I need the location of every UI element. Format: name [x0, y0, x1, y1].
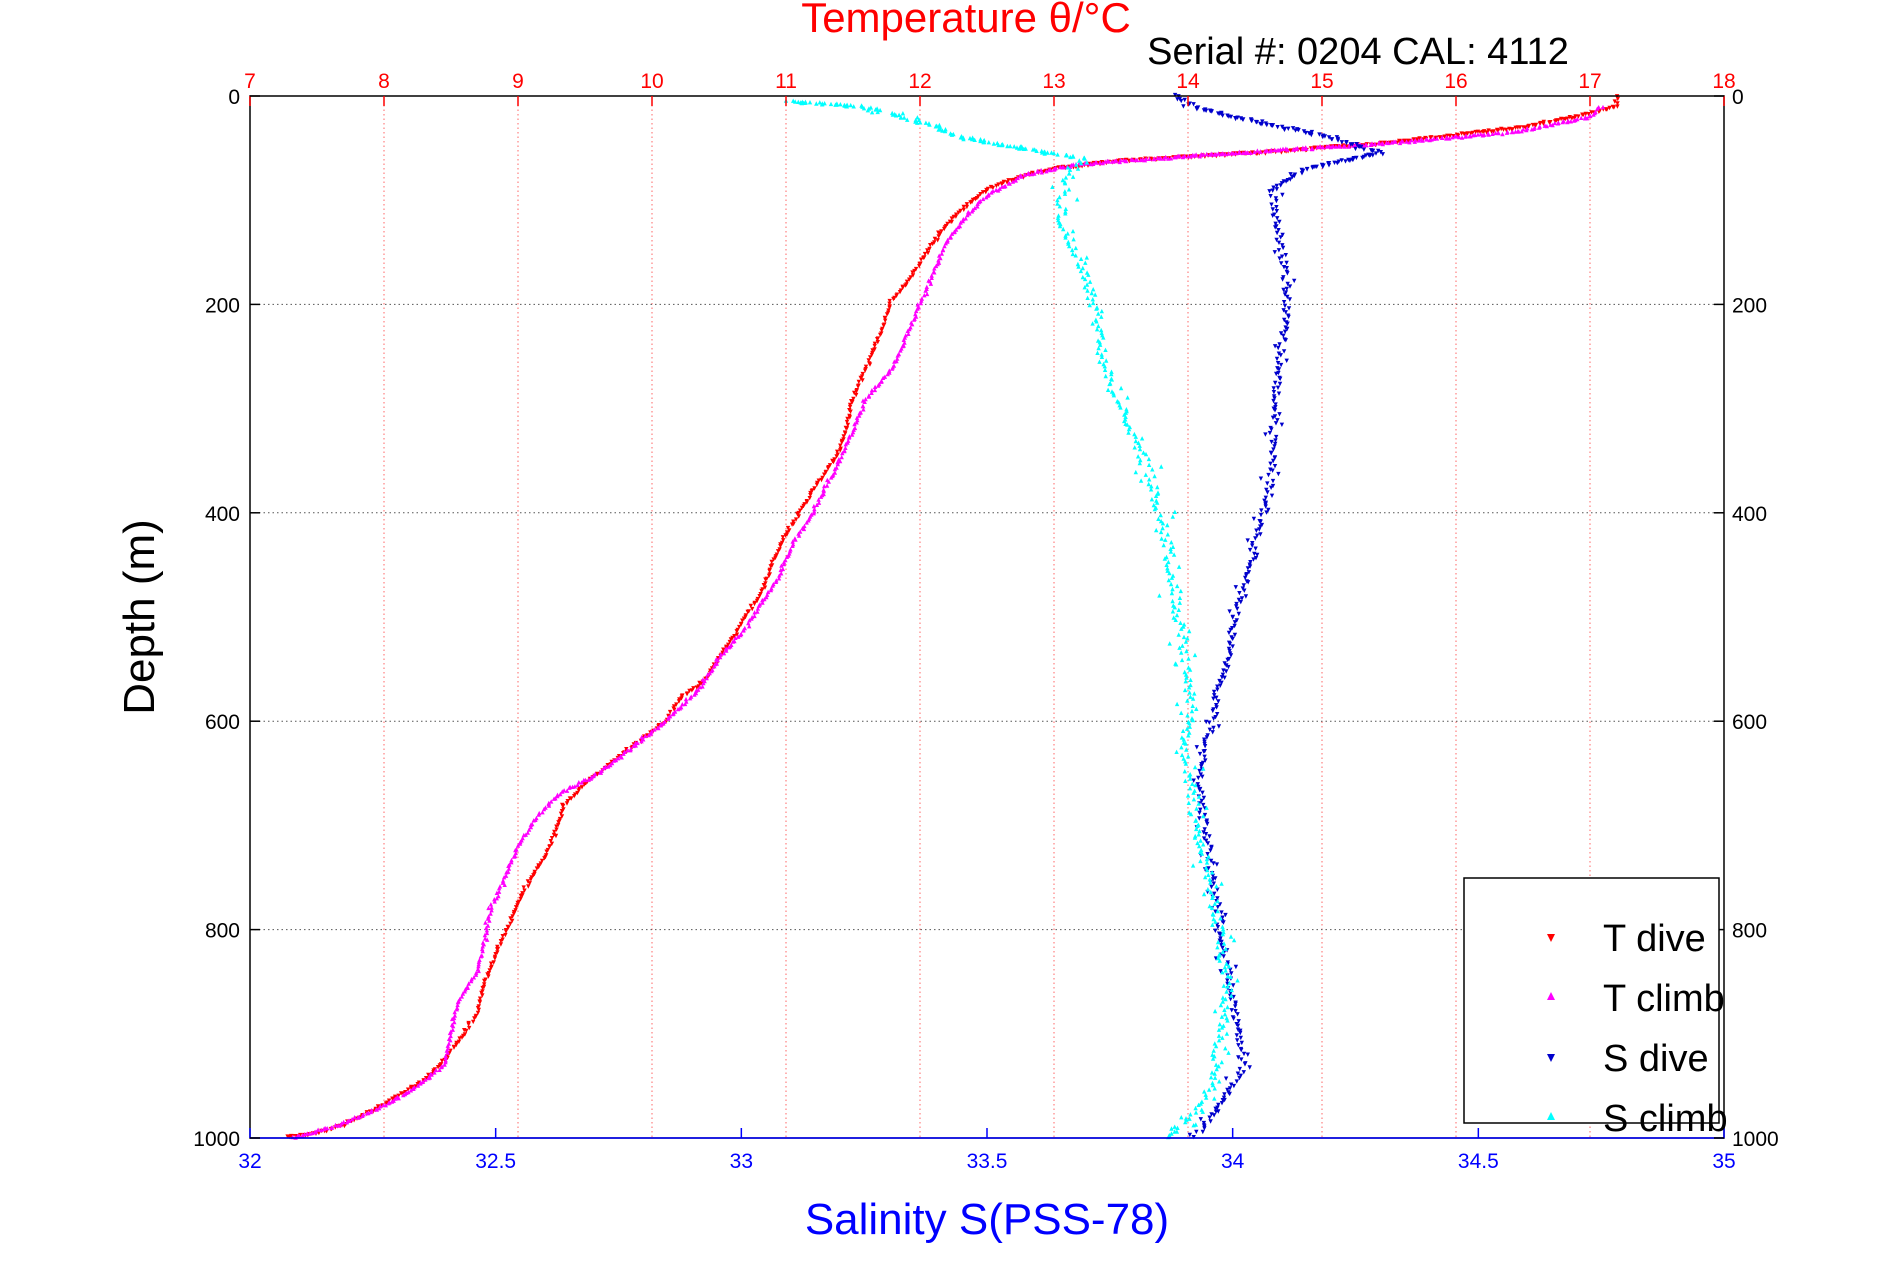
- x-bottom-tick-label: 33.5: [967, 1150, 1008, 1173]
- axes: 7 8 9 10 11 12 13 14 15 16 17 18 32 32.5 33 33.5 34 34.5 3…: [193, 70, 1778, 1173]
- x-top-tick-label: 7: [244, 70, 256, 93]
- legend-marker-2: [1547, 1054, 1555, 1062]
- legend: T dive T climb S dive S climb: [1463, 877, 1728, 1140]
- x-top-tick-label: 13: [1042, 70, 1065, 93]
- x-top-tick-label: 9: [512, 70, 524, 93]
- x-bottom-tick-label: 32.5: [475, 1150, 516, 1173]
- legend-marker-0: [1547, 934, 1555, 942]
- y-right-tick-label: 0: [1732, 86, 1744, 109]
- y-left-tick-label: 600: [205, 711, 240, 734]
- y-left-tick-label: 400: [205, 503, 240, 526]
- x-top-tick-label: 18: [1712, 70, 1735, 93]
- y-right-tick-label: 200: [1732, 294, 1767, 317]
- y-left-tick-label: 0: [228, 86, 240, 109]
- x-top-tick-label: 10: [640, 70, 663, 93]
- y-right-tick-label: 800: [1732, 920, 1767, 943]
- x-bottom-tick-label: 34: [1221, 1150, 1245, 1173]
- legend-box: [1463, 877, 1720, 1124]
- x-top-tick-label: 8: [378, 70, 390, 93]
- chart-subtitle: Serial #: 0204 CAL: 4112: [1147, 31, 1569, 73]
- legend-marker-3: [1547, 1112, 1555, 1120]
- chart-title: Temperature θ/°C: [801, 0, 1131, 41]
- legend-label: T climb: [1603, 978, 1725, 1020]
- legend-label: T dive: [1603, 918, 1706, 960]
- x-top-tick-label: 12: [908, 70, 931, 93]
- y-left-tick-label: 800: [205, 920, 240, 943]
- y-axis-label: Depth (m): [115, 519, 164, 715]
- y-right-tick-label: 400: [1732, 503, 1767, 526]
- x-axis-bottom-label: Salinity S(PSS-78): [805, 1195, 1169, 1244]
- y-left-tick-label: 200: [205, 294, 240, 317]
- x-bottom-tick-label: 35: [1712, 1150, 1735, 1173]
- legend-label: S climb: [1603, 1098, 1728, 1140]
- legend-label: S dive: [1603, 1038, 1709, 1080]
- x-top-tick-label: 15: [1310, 70, 1333, 93]
- y-left-tick-label: 1000: [193, 1128, 240, 1151]
- x-top-tick-label: 17: [1578, 70, 1601, 93]
- x-bottom-tick-label: 34.5: [1458, 1150, 1499, 1173]
- x-bottom-tick-label: 33: [730, 1150, 753, 1173]
- x-top-tick-label: 14: [1176, 70, 1200, 93]
- x-top-tick-label: 11: [775, 70, 797, 93]
- x-bottom-tick-label: 32: [238, 1150, 261, 1173]
- y-right-tick-label: 600: [1732, 711, 1767, 734]
- x-top-tick-label: 16: [1444, 70, 1467, 93]
- legend-marker-1: [1547, 992, 1555, 1000]
- y-right-tick-label: 1000: [1732, 1128, 1779, 1151]
